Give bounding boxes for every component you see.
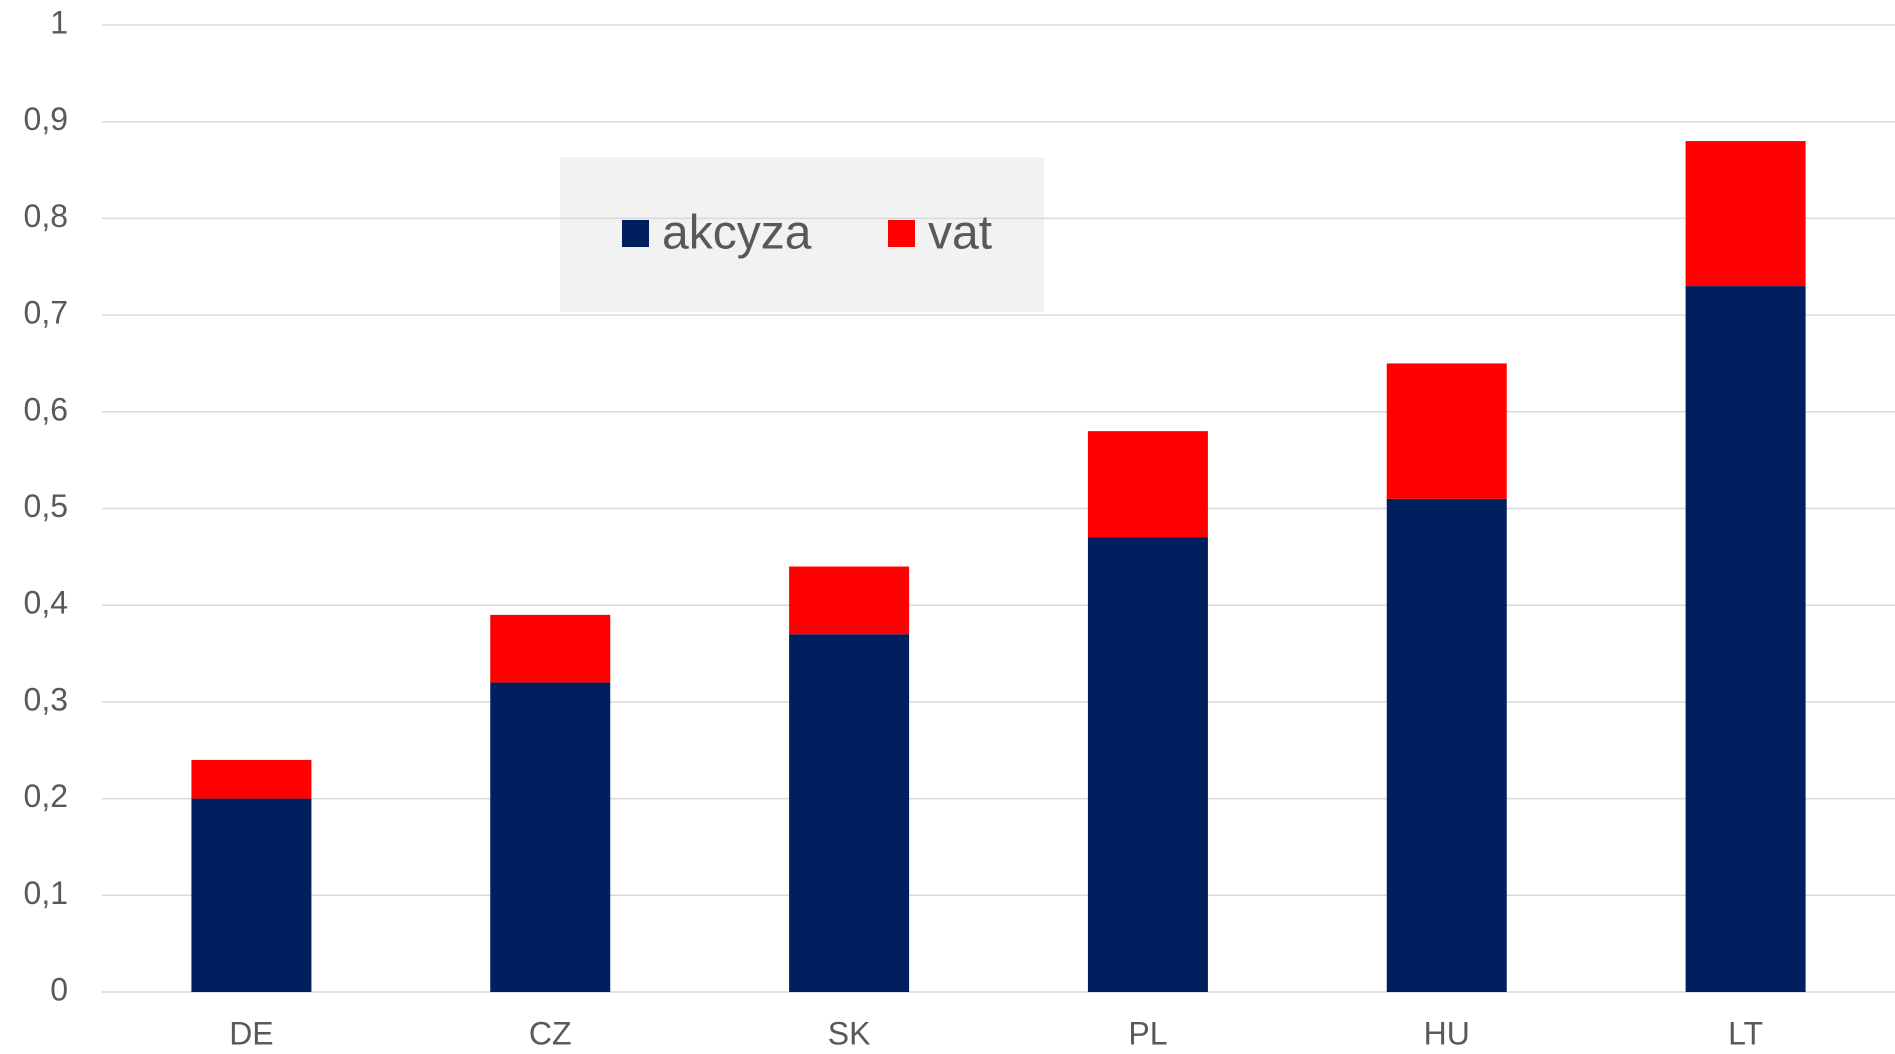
x-tick-label: CZ [529,1015,572,1051]
x-tick-label: PL [1128,1015,1167,1051]
y-tick-label: 0,5 [24,488,68,524]
y-tick-label: 0,9 [24,101,68,137]
bar-segment [191,798,312,992]
y-tick-label: 0,4 [24,585,68,621]
bar-segment [1386,363,1507,499]
bar-segment [490,682,611,992]
x-tick-label: LT [1728,1015,1763,1051]
bar-segment [1087,431,1208,538]
legend-swatch [622,220,649,247]
legend-swatch [888,220,915,247]
y-tick-label: 0,1 [24,875,68,911]
x-tick-label: DE [229,1015,273,1051]
legend-label: vat [928,207,992,260]
bar-segment [191,759,312,799]
bar-segment [1386,498,1507,992]
legend-label: akcyza [662,207,812,260]
x-tick-label: HU [1424,1015,1470,1051]
bar-segment [1087,537,1208,992]
y-tick-label: 1 [50,4,68,40]
x-tick-label: SK [828,1015,871,1051]
y-tick-label: 0 [50,971,68,1007]
bar-segment [789,566,910,635]
bar-segment [490,614,611,683]
y-tick-label: 0,7 [24,295,68,331]
bar-segment [789,634,910,992]
bar-segment [1685,286,1806,993]
y-tick-label: 0,3 [24,681,68,717]
y-tick-label: 0,6 [24,391,68,427]
y-tick-label: 0,8 [24,198,68,234]
y-tick-label: 0,2 [24,778,68,814]
bar-segment [1685,141,1806,287]
